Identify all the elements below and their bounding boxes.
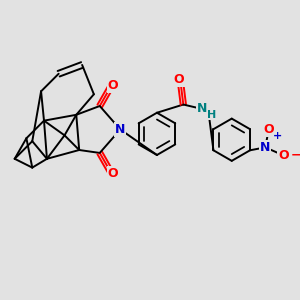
Text: O: O <box>263 123 274 136</box>
Text: O: O <box>108 79 118 92</box>
Text: N: N <box>260 141 271 154</box>
Text: −: − <box>291 149 300 162</box>
Text: H: H <box>207 110 216 120</box>
Text: O: O <box>108 167 118 180</box>
Text: +: + <box>273 131 282 141</box>
Text: O: O <box>278 149 289 162</box>
Text: O: O <box>174 73 184 86</box>
Text: N: N <box>196 102 207 116</box>
Text: N: N <box>115 123 125 136</box>
